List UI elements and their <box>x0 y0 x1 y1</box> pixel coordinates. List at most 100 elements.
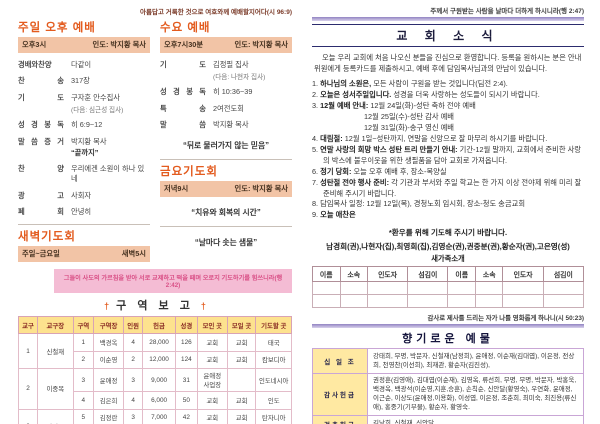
dawn-prayer-band: 주일~금요일 새벽5시 <box>18 246 150 262</box>
sunday-column: 주일 오후 예배 오후3시 인도: 박지황 목사 경배와찬양 다같이 찬 송 317장… <box>18 17 150 262</box>
purple-divider-bar <box>312 324 584 329</box>
report-cell: 2 <box>72 350 95 369</box>
worship-row-value-wrap: 히 10:36~39 <box>213 87 252 97</box>
news-item: 3. 12월 예배 안내: 12월 24일(화)-성탄 축하 전야 예배 <box>312 101 584 112</box>
new-family-empty-cell <box>474 294 504 309</box>
new-family-header-cell: 섬김이 <box>542 266 585 283</box>
page-right: 주께서 구원받는 사람을 날마다 더하게 하시니라(행 2:47) 교 회 소 … <box>300 0 600 424</box>
offering-names-cell: 김남희, 신철재, 신안달 <box>367 414 584 424</box>
sunday-order-of-worship: 경배와찬양 다같이 찬 송 317장 기 도 구자훈 안수집사 (다음: 심근성 집사) 성 … <box>18 60 150 218</box>
news-item-number: 8. <box>312 199 321 209</box>
worship-row-value: 사회자 <box>71 190 92 200</box>
worship-row-value: 2여전도회 <box>213 103 244 113</box>
report-cell: 4 <box>123 391 144 410</box>
new-family-header-cell: 인도자 <box>366 266 409 283</box>
offering-type-cell: 건축헌금 <box>312 414 368 424</box>
worship-row-label: 폐 회 <box>18 207 64 216</box>
report-cell: 3 <box>123 368 144 392</box>
new-family-empty-row <box>312 294 585 309</box>
report-cell: 1 <box>72 333 95 352</box>
news-item: 1. 하나님의 소원은, 모든 사람이 구원을 받는 것입니다(딤전 2:4). <box>312 79 584 90</box>
report-cell: 6,000 <box>142 391 176 410</box>
worship-row-value-wrap: 다같이 <box>71 60 91 70</box>
new-family-empty-cell <box>474 281 504 296</box>
report-header-cell: 모인 곳 <box>196 316 228 334</box>
worship-row-value-wrap: 박지황 목사 <box>213 120 249 130</box>
district-report-title-text: 구 역 보 고 <box>116 300 194 312</box>
report-header-cell: 성경 <box>174 316 198 334</box>
right-top-verse: 주께서 구원받는 사람을 날마다 더하게 하시니라(행 2:47) <box>430 8 584 15</box>
sunday-worship-title: 주일 오후 예배 <box>18 22 96 34</box>
worship-row: 기 도 김정필 집사 (다음: 나현자 집사) <box>160 60 292 81</box>
worship-row: 말 씀 박지황 목사 <box>160 120 292 130</box>
report-cell: 31 <box>174 368 198 392</box>
offering-row: 건축헌금김남희, 신철재, 신안달 <box>312 414 584 424</box>
worship-row-value-wrap: 안녕히 <box>71 207 91 217</box>
new-family-empty-cell <box>312 281 341 296</box>
friday-leader: 인도: 박지황 목사 <box>234 184 288 193</box>
worship-row-value: 박지황 목사 <box>71 136 107 146</box>
worship-row-label: 기 도 <box>160 59 206 69</box>
worship-row-subvalue: (다음: 심근성 집사) <box>71 106 124 114</box>
report-cell: 50 <box>174 391 198 410</box>
worship-row-label: 성 경 봉 독 <box>160 87 206 96</box>
wednesday-worship-band: 오후7시30분 인도: 박지황 목사 <box>160 37 292 53</box>
sunday-leader: 인도: 박지황 목사 <box>92 40 146 49</box>
parish-head-cell: 신철재 <box>37 333 74 369</box>
new-family-empty-cell <box>312 294 341 309</box>
news-item: 6. 정기 당회: 오늘 오후 예배 후, 장소-목양실 <box>312 167 584 178</box>
parish-head-cell: 박광균 <box>37 408 74 424</box>
church-news-title: 교 회 소 식 <box>312 24 584 47</box>
sunday-time: 오후3시 <box>22 40 47 49</box>
worship-row-value-wrap: 우리에겐 소원이 하나 있네 <box>71 164 150 184</box>
offerings-title: 향기로운 예물 <box>402 333 494 346</box>
news-item-lead: 연말 사랑의 희망 박스 성탄 트리 만들기 안내: <box>320 144 458 154</box>
report-cell: 김정란 <box>93 408 125 424</box>
worship-row-value: 안녕히 <box>71 207 92 216</box>
report-cell: 교회 <box>226 333 257 352</box>
prayer-names-line: 남경희(권),나현자(집),최영희(집),김영순(권),권중분(권),황순자(권… <box>326 242 570 252</box>
report-cell: 28,000 <box>142 333 176 352</box>
worship-row-value: 박지황 목사 <box>213 120 249 129</box>
report-cell: 교회 <box>196 350 228 369</box>
news-item-number: 7. <box>312 177 321 187</box>
report-cell: 김은희 <box>93 391 125 410</box>
worship-row-subvalue: (다음: 나현자 집사) <box>213 73 266 81</box>
news-item-text: 각 기관과 부서와 주일 학교는 한 가지 이상 전야제 위해 미리 잘 준비해… <box>323 177 582 198</box>
district-report-title: † 구 역 보 고 † <box>18 297 292 313</box>
report-cell: 교회 <box>196 333 228 352</box>
wednesday-order-of-worship: 기 도 김정필 집사 (다음: 나현자 집사) 성 경 봉 독 히 10:36~39 특 … <box>160 60 292 131</box>
worship-row-value: 히 10:36~39 <box>213 87 253 96</box>
section-divider <box>160 226 292 227</box>
new-family-empty-cell <box>339 281 368 296</box>
offering-row: 십 일 조 강태희, 무명, 박문자, 신철재(남정희), 윤애정, 이순재(김대… <box>312 348 584 374</box>
news-item-text: 모든 사람이 구원을 받는 것입니다(딤전 2:4). <box>371 79 508 89</box>
report-cell: 4 <box>72 391 95 410</box>
news-item-extra-line: 12월 31일(화)-송구 영신 예배 <box>364 122 455 132</box>
worship-row: 성 경 봉 독 히 6:9~12 <box>18 120 150 130</box>
news-item-number: 9. <box>312 210 321 220</box>
report-header-cell: 구역 <box>72 316 95 334</box>
parish-number-cell: 1 <box>17 333 39 369</box>
report-cell <box>226 368 257 392</box>
report-cell: 인도 <box>255 391 292 410</box>
new-family-empty-row <box>312 281 585 296</box>
news-item-number: 6. <box>312 166 321 176</box>
new-family-header-cell: 이름 <box>312 266 341 283</box>
report-cell: 124 <box>174 350 198 369</box>
report-header-row: 교구 교구장 구역 구역장 인원 헌금 성경 모인 곳 모일 곳 기도할 곳 <box>17 316 292 334</box>
worship-row-value: 구자훈 안수집사 <box>71 92 121 102</box>
news-item: 2. 오늘은 성서주일입니다. 성경을 더욱 사랑하는 성도들이 되시기 바랍니… <box>312 90 584 101</box>
purple-divider-bar <box>312 17 584 21</box>
new-family-header-cell: 소속 <box>474 266 504 283</box>
offering-type-cell: 감사헌금 <box>312 372 368 416</box>
page-left: 아름답고 거룩한 것으로 여호와께 예배할지어다(시 96:9) 주일 오후 예… <box>17 9 292 424</box>
new-family-empty-cell <box>542 294 585 309</box>
new-family-title: 새가족소개 <box>431 254 465 264</box>
news-item: 8. 담임목사 일정: 12월 12일(목), 경청노회 임시회, 장소-청도 … <box>312 199 584 210</box>
news-item-text: 담임목사 일정: 12월 12일(목), 경청노회 임시회, 장소-청도 송금교… <box>320 199 526 209</box>
parish-head-cell: 이중목 <box>37 368 74 410</box>
news-item: 7. 성탄절 전야 행사 준비: 각 기관과 부서와 주일 학교는 한 가지 이… <box>312 178 584 200</box>
worship-row: 찬 양 우리에겐 소원이 하나 있네 <box>18 164 150 184</box>
